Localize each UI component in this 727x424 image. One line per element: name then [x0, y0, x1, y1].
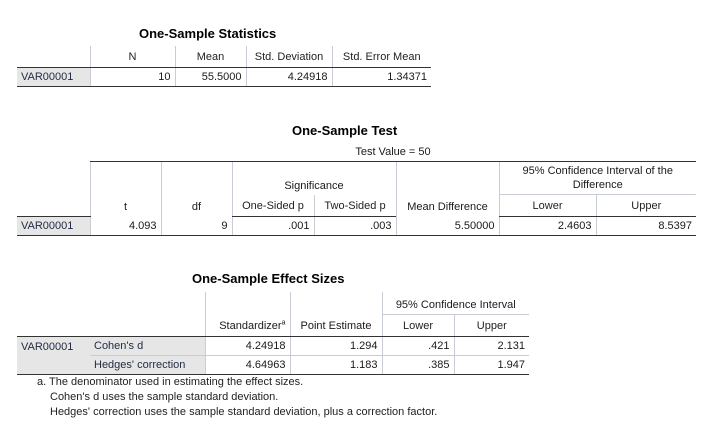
effect-cell-point: 1.294 [289, 336, 382, 356]
effect-cell-point: 1.183 [289, 355, 382, 375]
test-cell-df: 9 [160, 216, 232, 236]
test-value-label: Test Value = 50 [355, 146, 431, 158]
test-title: One-Sample Test [292, 123, 398, 138]
test-cell-one-sided: .001 [231, 216, 314, 236]
effect-cell-lower: .385 [381, 355, 454, 375]
test-header-significance: Significance [231, 161, 396, 195]
stats-cell-mean: 55.5000 [174, 67, 246, 87]
table-row: VAR00001 10 55.5000 4.24918 1.34371 [17, 67, 431, 87]
footnote-a: a. The denominator used in estimating th… [37, 376, 304, 388]
effect-header-upper: Upper [453, 314, 529, 337]
effect-cell-lower: .421 [381, 336, 454, 356]
test-cell-mean-diff: 5.50000 [395, 216, 499, 236]
effect-cell-standardizer: 4.64963 [204, 355, 290, 375]
test-header-mean-diff: Mean Difference [395, 161, 499, 217]
test-header-one-sided: One-Sided p [231, 194, 314, 217]
effect-title: One-Sample Effect Sizes [192, 271, 345, 286]
test-header-df: df [160, 161, 232, 217]
effect-corner-cell [17, 292, 205, 337]
stats-cell-sem: 1.34371 [331, 67, 431, 87]
footnote-cohens: Cohen's d uses the sample standard devia… [50, 391, 279, 403]
effect-table: Standardizera Point Estimate 95% Confide… [17, 292, 529, 375]
effect-row-label: Hedges' correction [90, 355, 205, 375]
stats-header-n: N [89, 46, 175, 68]
effect-row-label: Cohen's d [90, 336, 205, 356]
effect-cell-upper: 1.947 [453, 355, 529, 375]
stats-header-mean: Mean [174, 46, 246, 68]
statistics-table: N Mean Std. Deviation Std. Error Mean VA… [17, 46, 431, 87]
footnote-hedges: Hedges' correction uses the sample stand… [50, 406, 438, 418]
table-row: VAR00001 4.093 9 .001 .003 5.50000 2.460… [17, 216, 696, 236]
test-cell-lower: 2.4603 [498, 216, 596, 236]
test-row-label: VAR00001 [17, 216, 90, 236]
test-table: Test Value = 50 t df Significance Mean D… [17, 143, 696, 236]
test-header-t: t [89, 161, 161, 217]
test-cell-upper: 8.5397 [595, 216, 696, 236]
effect-cell-upper: 2.131 [453, 336, 529, 356]
test-corner-cell [17, 143, 90, 217]
test-header-two-sided: Two-Sided p [313, 194, 396, 217]
test-header-lower: Lower [498, 194, 596, 217]
table-row: VAR00001 Cohen's d 4.24918 1.294 .421 2.… [17, 336, 529, 375]
table-row: Hedges' correction 4.64963 1.183 .385 1.… [17, 355, 529, 375]
effect-header-point: Point Estimate [289, 292, 382, 337]
test-cell-two-sided: .003 [313, 216, 396, 236]
test-cell-t: 4.093 [89, 216, 161, 236]
effect-header-standardizer: Standardizera [204, 292, 290, 337]
effect-header-ci: 95% Confidence Interval [381, 292, 529, 315]
test-header-ci: 95% Confidence Interval of the Differenc… [498, 161, 696, 195]
stats-cell-sd: 4.24918 [245, 67, 332, 87]
statistics-title: One-Sample Statistics [139, 26, 277, 41]
effect-header-lower: Lower [381, 314, 454, 337]
stats-row-label: VAR00001 [17, 67, 90, 87]
stats-corner-cell [17, 46, 90, 68]
stats-cell-n: 10 [89, 67, 175, 87]
footnote-marker: a [281, 319, 286, 327]
effect-cell-standardizer: 4.24918 [204, 336, 290, 356]
stats-header-sem: Std. Error Mean [331, 46, 431, 68]
test-header-upper: Upper [595, 194, 696, 217]
stats-header-sd: Std. Deviation [245, 46, 332, 68]
effect-var-label: VAR00001 [17, 336, 90, 375]
